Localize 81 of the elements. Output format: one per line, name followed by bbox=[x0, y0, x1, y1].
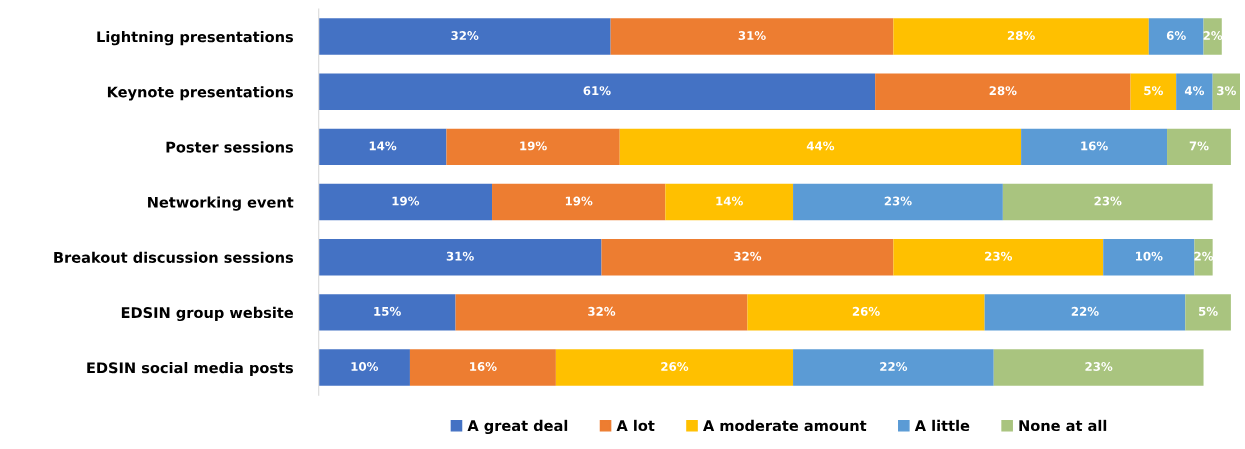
data-label: 10% bbox=[351, 362, 379, 371]
data-label: 23% bbox=[1085, 362, 1113, 371]
data-label: 61% bbox=[583, 86, 611, 96]
bar bbox=[993, 349, 1204, 386]
data-label: 6% bbox=[1166, 31, 1186, 40]
bar bbox=[875, 73, 1131, 110]
y-tick-label: EDSIN social media posts bbox=[87, 362, 294, 377]
bar bbox=[446, 128, 620, 166]
data-label: 14% bbox=[369, 141, 397, 151]
bar bbox=[1194, 239, 1213, 276]
legend-label: A great deal bbox=[467, 419, 568, 435]
bar bbox=[984, 294, 1186, 331]
data-label: 31% bbox=[738, 31, 766, 40]
data-label: 5% bbox=[1144, 86, 1164, 96]
data-label: 16% bbox=[470, 362, 497, 371]
bar bbox=[793, 349, 994, 386]
data-label: 32% bbox=[451, 31, 479, 40]
bar bbox=[793, 183, 1003, 221]
bar bbox=[318, 183, 493, 221]
data-label: 5% bbox=[1198, 306, 1218, 316]
data-label: 22% bbox=[880, 362, 908, 371]
data-label: 28% bbox=[1007, 31, 1035, 40]
data-label: 7% bbox=[1189, 141, 1209, 151]
data-label: 16% bbox=[1081, 141, 1108, 151]
data-label: 26% bbox=[852, 306, 880, 316]
data-label: 23% bbox=[985, 251, 1013, 261]
bar bbox=[893, 239, 1104, 276]
y-tick-label: Networking event bbox=[148, 196, 294, 211]
bar bbox=[619, 128, 1022, 166]
data-label: 19% bbox=[392, 196, 420, 206]
legend-label: A little bbox=[914, 419, 970, 432]
data-label: 4% bbox=[1184, 86, 1205, 96]
bar bbox=[1148, 18, 1204, 55]
y-tick-label: Breakout discussion sessions bbox=[54, 251, 294, 263]
bar bbox=[318, 18, 611, 55]
data-label: 26% bbox=[661, 362, 689, 371]
bar bbox=[1002, 183, 1213, 221]
data-label: 10% bbox=[1136, 251, 1163, 261]
data-label: 23% bbox=[884, 196, 912, 206]
bar bbox=[1167, 128, 1231, 166]
bar bbox=[455, 294, 748, 331]
bar bbox=[610, 18, 894, 55]
bar bbox=[492, 183, 666, 221]
bar bbox=[1185, 294, 1231, 331]
bar bbox=[1176, 73, 1213, 110]
y-tick-label: Lightning presentations bbox=[97, 31, 294, 46]
data-label: 32% bbox=[734, 251, 762, 261]
bar bbox=[409, 349, 556, 386]
legend-label: None at all bbox=[1019, 419, 1107, 432]
bar bbox=[318, 349, 410, 386]
data-label: 44% bbox=[806, 141, 835, 151]
data-label: 31% bbox=[446, 251, 474, 261]
data-label: 2% bbox=[1203, 31, 1223, 40]
bar bbox=[318, 73, 876, 110]
legend-label: A moderate amount bbox=[703, 419, 867, 432]
data-label: 22% bbox=[1071, 306, 1099, 316]
bar bbox=[893, 18, 1149, 55]
bar bbox=[318, 128, 447, 166]
data-label: 28% bbox=[989, 86, 1017, 96]
data-label: 2% bbox=[1194, 251, 1214, 261]
bar bbox=[318, 239, 602, 276]
bar bbox=[555, 349, 794, 386]
legend-label: A lot bbox=[616, 419, 655, 432]
data-label: 14% bbox=[716, 196, 743, 206]
data-label: 19% bbox=[565, 196, 593, 206]
data-label: 15% bbox=[374, 306, 401, 316]
y-tick-label: Keynote presentations bbox=[107, 86, 294, 101]
bar bbox=[601, 239, 894, 276]
bar bbox=[1130, 73, 1177, 110]
y-tick-label: EDSIN group website bbox=[121, 306, 294, 322]
bar bbox=[1103, 239, 1195, 276]
data-label: 3% bbox=[1217, 86, 1236, 96]
data-label: 32% bbox=[588, 306, 616, 316]
bar bbox=[1021, 128, 1168, 166]
bar bbox=[318, 294, 456, 331]
data-label: 23% bbox=[1094, 196, 1122, 206]
bar bbox=[1212, 73, 1241, 110]
bar bbox=[665, 183, 794, 221]
data-label: 19% bbox=[520, 141, 547, 151]
bar bbox=[747, 294, 985, 331]
y-tick-label: Poster sessions bbox=[166, 141, 294, 153]
